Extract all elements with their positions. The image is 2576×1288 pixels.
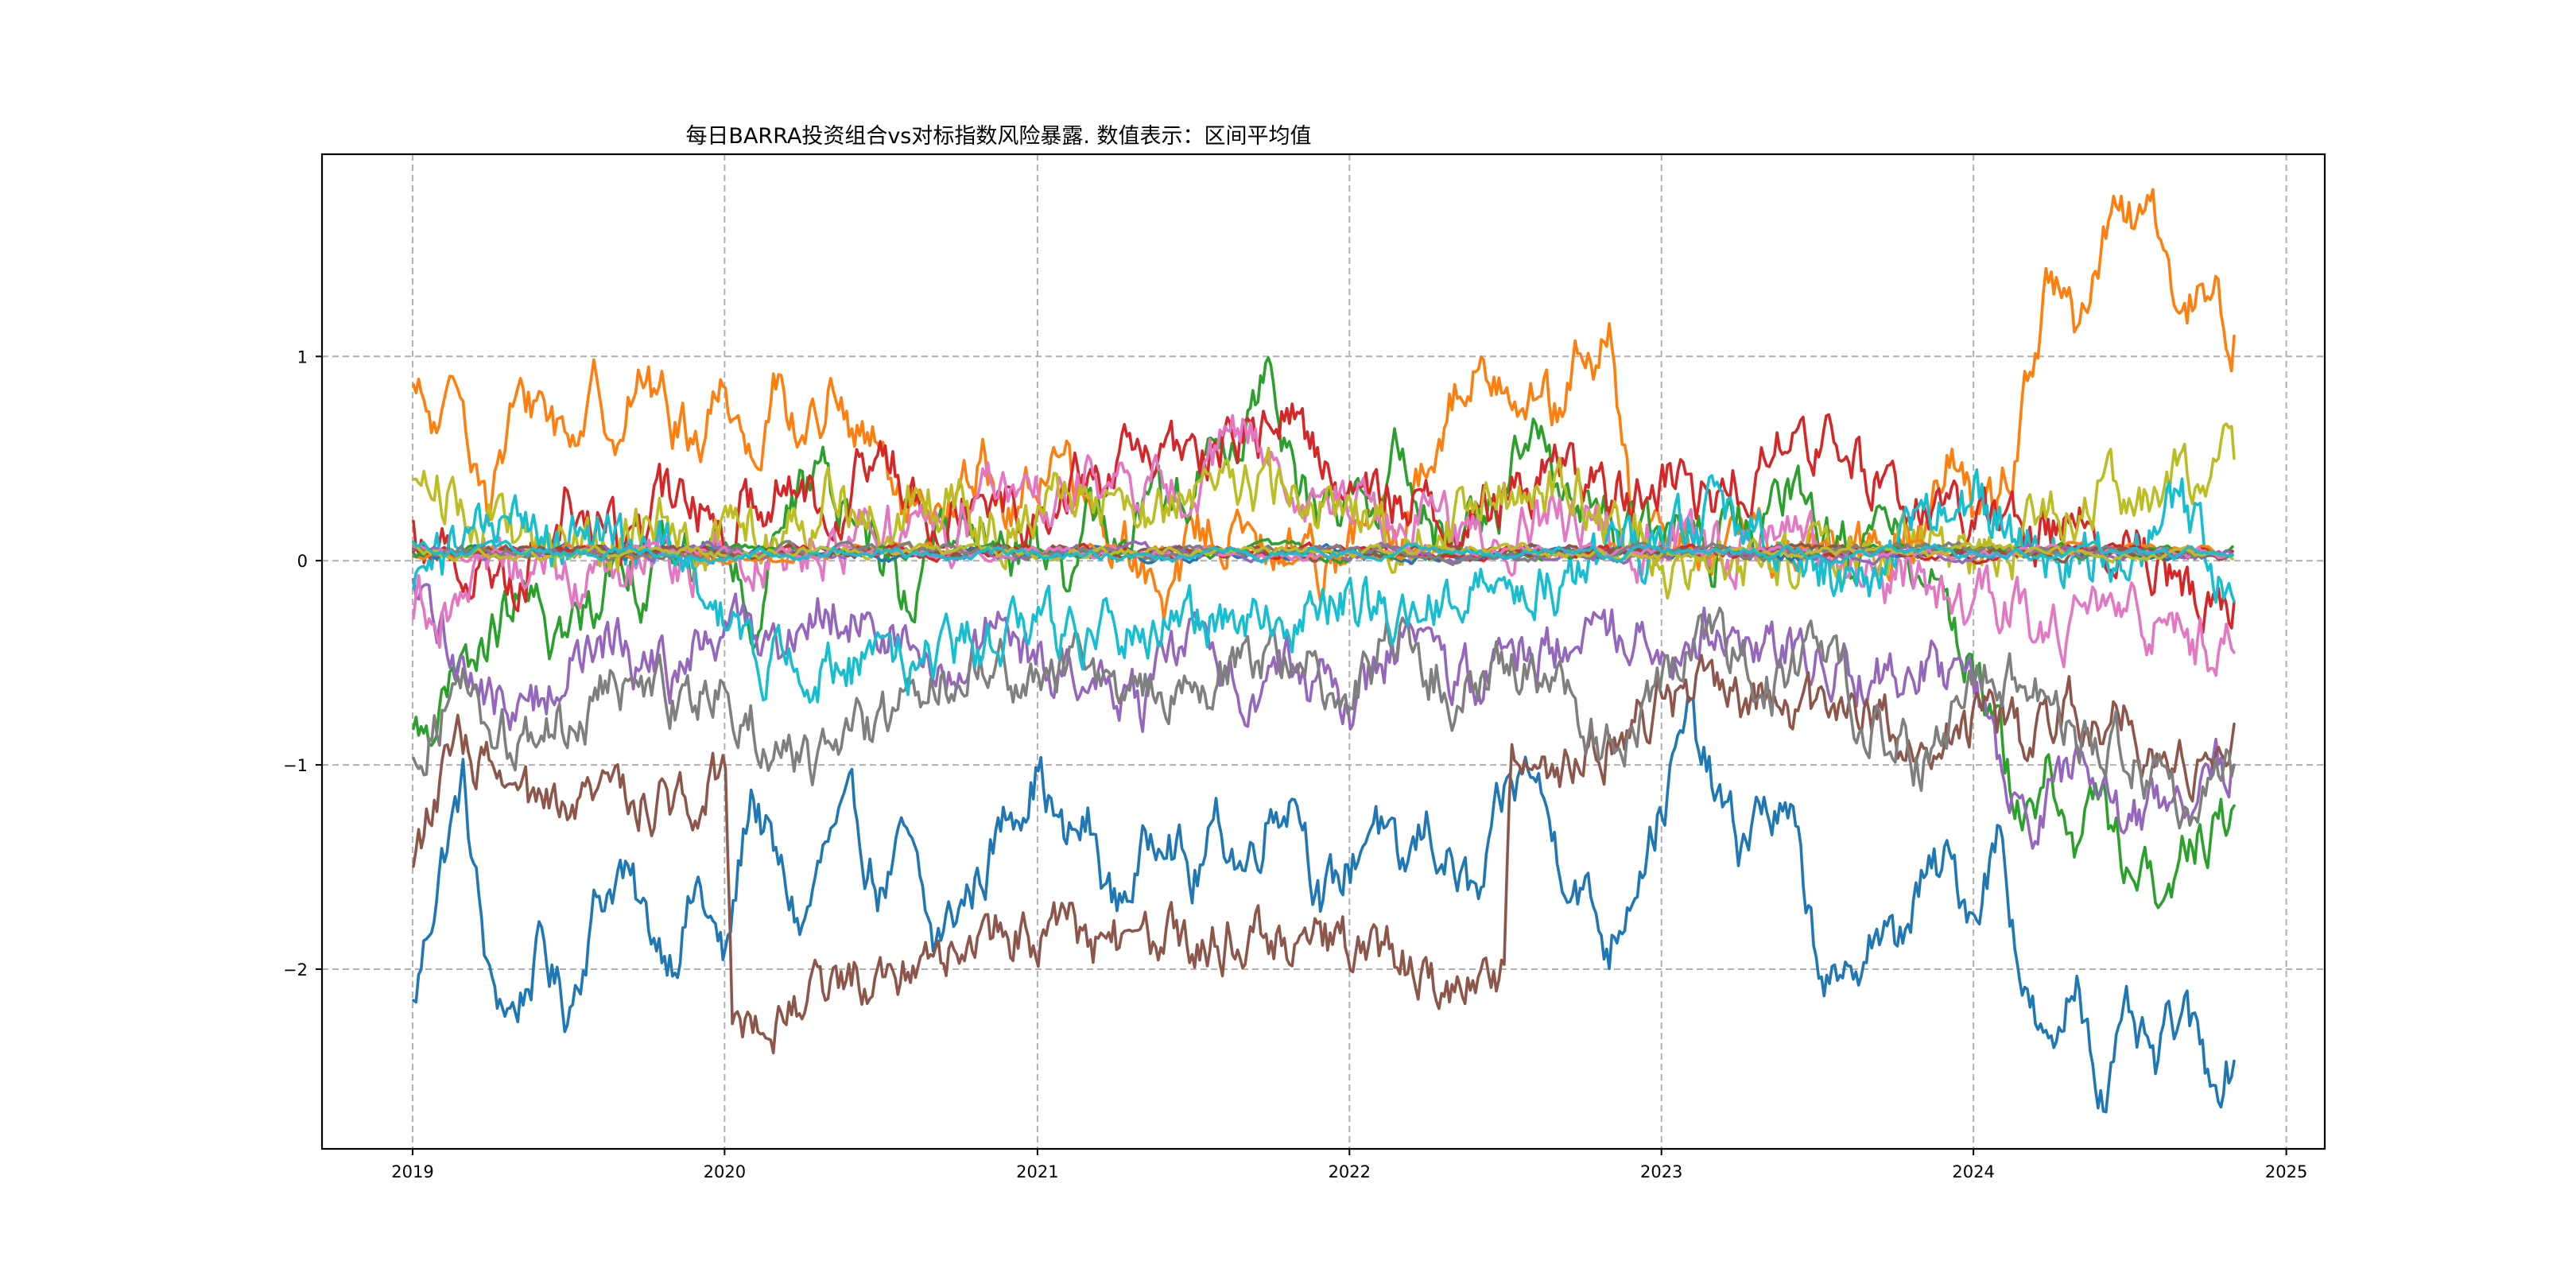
x-tick-label: 2021	[1016, 1162, 1058, 1181]
x-tick-label: 2020	[704, 1162, 746, 1181]
series-line-4	[412, 402, 2236, 634]
x-tick-label: 2024	[1952, 1162, 1994, 1181]
y-tick-label: −2	[283, 960, 308, 980]
y-axis: −2 −1 0 1	[283, 347, 322, 980]
x-tick-label: 2023	[1640, 1162, 1682, 1181]
series-line-5	[412, 577, 2236, 850]
series-line-6	[412, 654, 2236, 1055]
y-tick-label: 1	[297, 347, 308, 367]
series-line-1	[412, 694, 2236, 1114]
series-line-7	[412, 413, 2236, 677]
baseline-series-line	[412, 539, 2234, 566]
x-tick-label: 2022	[1329, 1162, 1371, 1181]
series-line-2	[412, 188, 2236, 621]
y-tick-label: −1	[283, 756, 308, 775]
x-tick-label: 2025	[2265, 1162, 2307, 1181]
x-tick-label: 2019	[391, 1162, 433, 1181]
series-line-8	[412, 607, 2236, 830]
chart-title: 每日BARRA投资组合vs对标指数风险暴露. 数值表示：区间平均值	[685, 124, 1311, 149]
baseline-series-line	[412, 541, 2234, 564]
plot-area: 2019 2020 2021 2022 2023 2024 2025 −2 −1 0 1	[283, 153, 2326, 1181]
y-tick-label: 0	[297, 552, 308, 571]
plot-frame	[320, 153, 2326, 1150]
x-axis: 2019 2020 2021 2022 2023 2024 2025	[391, 1149, 2307, 1181]
series-line-10	[412, 467, 2236, 704]
series-lines	[412, 188, 2236, 1114]
